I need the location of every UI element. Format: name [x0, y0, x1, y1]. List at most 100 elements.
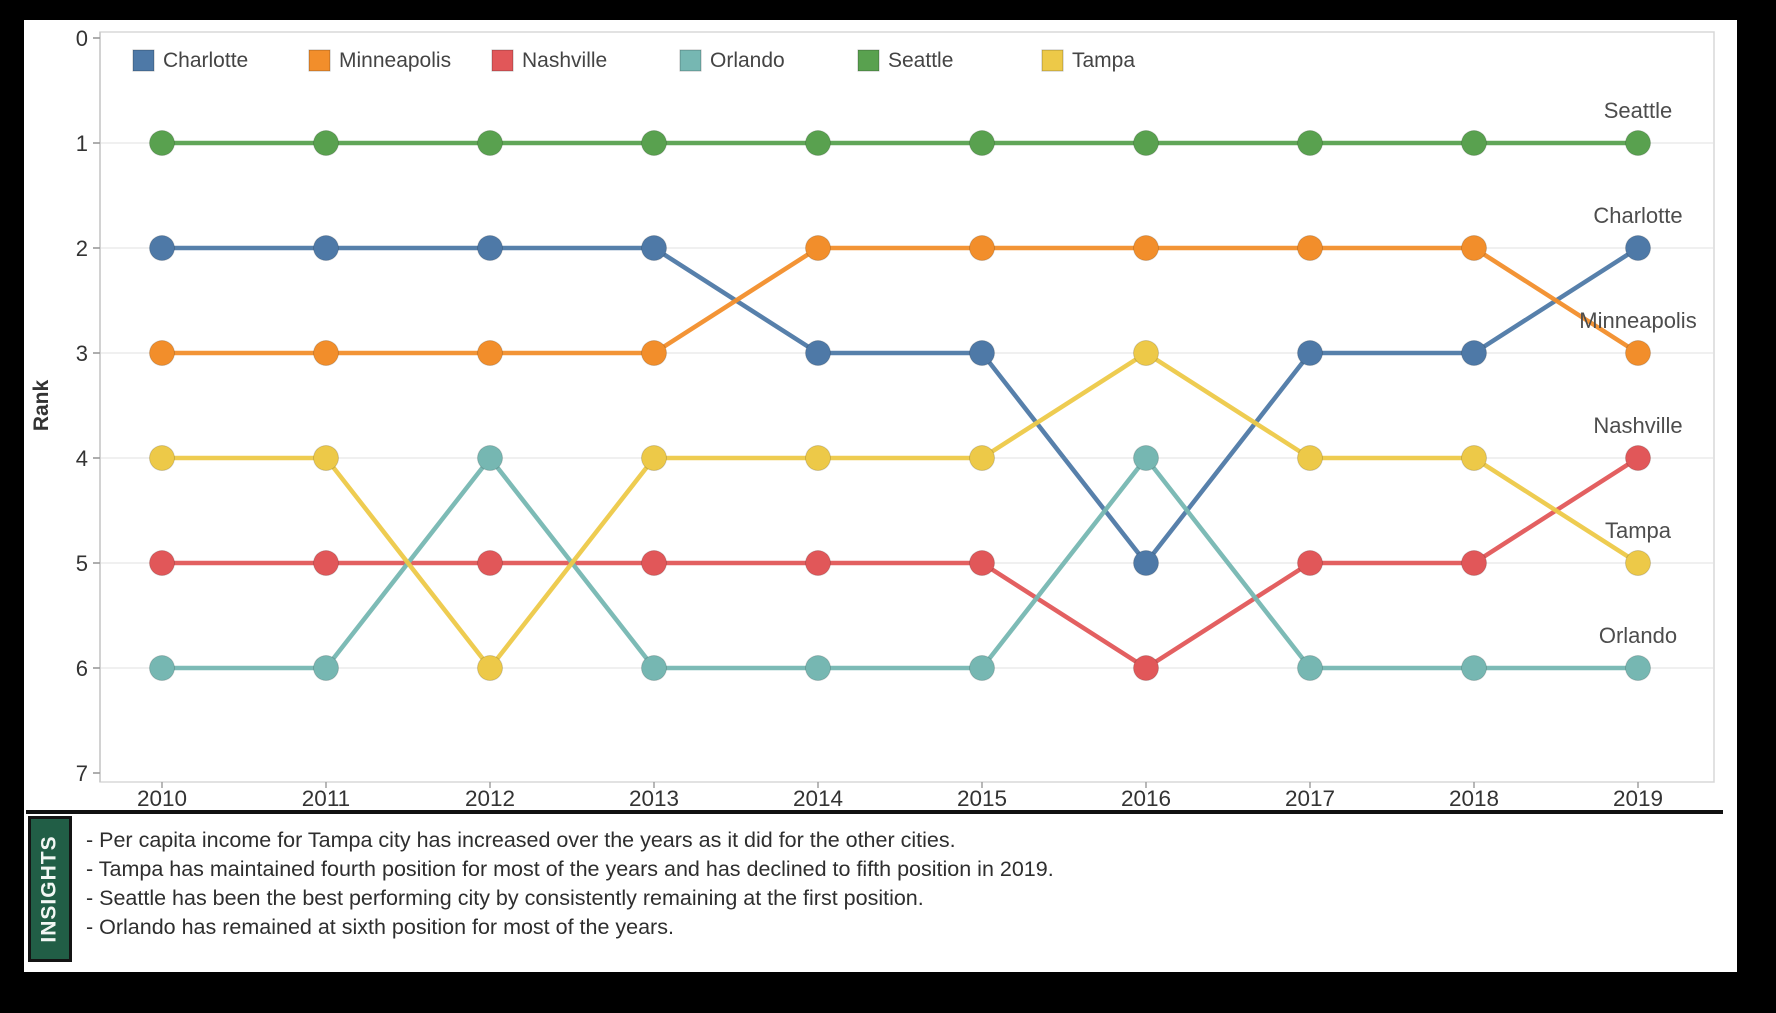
series-line-charlotte	[162, 245, 1640, 566]
data-point-seattle-2013[interactable]	[641, 130, 667, 156]
data-point-orlando-2012[interactable]	[477, 445, 503, 471]
data-point-nashville-2018[interactable]	[1461, 550, 1487, 576]
data-point-charlotte-2017[interactable]	[1297, 340, 1323, 366]
chart-panel: 0 1 2 3 4 5 6 7 2010 2011 2012 2013 2014 2015 2016 2017…	[24, 20, 1737, 972]
y-tick-label: 1	[76, 131, 88, 156]
data-point-nashville-2011[interactable]	[313, 550, 339, 576]
data-point-seattle-2012[interactable]	[477, 130, 503, 156]
data-point-charlotte-2012[interactable]	[477, 235, 503, 261]
x-tick-label: 2019	[1613, 786, 1663, 810]
data-point-nashville-2013[interactable]	[641, 550, 667, 576]
legend-swatch	[132, 49, 155, 72]
data-point-minneapolis-2018[interactable]	[1461, 235, 1487, 261]
data-point-orlando-2017[interactable]	[1297, 655, 1323, 681]
data-point-nashville-2019[interactable]	[1625, 445, 1651, 471]
legend-item-orlando[interactable]: Orlando	[679, 49, 785, 72]
data-point-charlotte-2019[interactable]	[1625, 235, 1651, 261]
data-point-tampa-2019[interactable]	[1625, 550, 1651, 576]
data-point-seattle-2011[interactable]	[313, 130, 339, 156]
data-point-orlando-2013[interactable]	[641, 655, 667, 681]
legend-label: Nashville	[522, 49, 607, 72]
legend-swatch	[857, 49, 880, 72]
data-point-charlotte-2013[interactable]	[641, 235, 667, 261]
x-tick-label: 2011	[302, 786, 350, 810]
legend-item-minneapolis[interactable]: Minneapolis	[308, 49, 451, 72]
legend-label: Tampa	[1072, 49, 1135, 72]
data-point-charlotte-2015[interactable]	[969, 340, 995, 366]
data-point-charlotte-2010[interactable]	[149, 235, 175, 261]
insights-label: INSIGHTS	[38, 835, 61, 943]
legend-item-seattle[interactable]: Seattle	[857, 49, 953, 72]
legend-label: Seattle	[888, 49, 953, 72]
x-tick-label: 2016	[1121, 786, 1171, 810]
data-point-seattle-2017[interactable]	[1297, 130, 1323, 156]
data-point-minneapolis-2011[interactable]	[313, 340, 339, 366]
data-point-tampa-2010[interactable]	[149, 445, 175, 471]
data-point-minneapolis-2015[interactable]	[969, 235, 995, 261]
data-point-tampa-2015[interactable]	[969, 445, 995, 471]
data-point-tampa-2018[interactable]	[1461, 445, 1487, 471]
y-tick-label: 3	[76, 341, 88, 366]
insight-line: - Per capita income for Tampa city has i…	[86, 828, 956, 852]
data-point-charlotte-2011[interactable]	[313, 235, 339, 261]
data-point-seattle-2018[interactable]	[1461, 130, 1487, 156]
data-point-minneapolis-2013[interactable]	[641, 340, 667, 366]
data-point-seattle-2019[interactable]	[1625, 130, 1651, 156]
data-point-tampa-2014[interactable]	[805, 445, 831, 471]
data-point-orlando-2015[interactable]	[969, 655, 995, 681]
data-point-tampa-2013[interactable]	[641, 445, 667, 471]
data-point-orlando-2016[interactable]	[1133, 445, 1159, 471]
data-point-nashville-2016[interactable]	[1133, 655, 1159, 681]
insight-line: - Seattle has been the best performing c…	[86, 886, 924, 910]
data-point-tampa-2012[interactable]	[477, 655, 503, 681]
data-point-charlotte-2018[interactable]	[1461, 340, 1487, 366]
data-point-orlando-2019[interactable]	[1625, 655, 1651, 681]
end-label-nashville: Nashville	[1593, 413, 1682, 438]
data-point-nashville-2017[interactable]	[1297, 550, 1323, 576]
insight-line: - Tampa has maintained fourth position f…	[86, 857, 1054, 881]
data-point-tampa-2017[interactable]	[1297, 445, 1323, 471]
data-point-seattle-2014[interactable]	[805, 130, 831, 156]
data-point-orlando-2014[interactable]	[805, 655, 831, 681]
data-point-minneapolis-2012[interactable]	[477, 340, 503, 366]
legend-swatch	[308, 49, 331, 72]
data-point-nashville-2014[interactable]	[805, 550, 831, 576]
data-point-seattle-2015[interactable]	[969, 130, 995, 156]
y-axis-title: Rank	[30, 380, 53, 432]
insights-section: INSIGHTS - Per capita income for Tampa c…	[24, 810, 1737, 972]
data-point-orlando-2011[interactable]	[313, 655, 339, 681]
data-point-minneapolis-2019[interactable]	[1625, 340, 1651, 366]
data-point-orlando-2018[interactable]	[1461, 655, 1487, 681]
end-label-charlotte: Charlotte	[1593, 203, 1682, 228]
legend-item-tampa[interactable]: Tampa	[1041, 49, 1135, 72]
y-tick-label: 6	[76, 656, 88, 681]
insights-label-box: INSIGHTS	[28, 816, 72, 962]
x-tick-label: 2013	[629, 786, 679, 810]
data-point-minneapolis-2014[interactable]	[805, 235, 831, 261]
y-tick-label: 2	[76, 236, 88, 261]
data-point-tampa-2011[interactable]	[313, 445, 339, 471]
data-point-minneapolis-2010[interactable]	[149, 340, 175, 366]
insight-line: - Orlando has remained at sixth position…	[86, 915, 674, 939]
data-point-minneapolis-2017[interactable]	[1297, 235, 1323, 261]
data-point-seattle-2010[interactable]	[149, 130, 175, 156]
data-point-nashville-2012[interactable]	[477, 550, 503, 576]
y-tick-label: 0	[76, 26, 88, 51]
data-point-orlando-2010[interactable]	[149, 655, 175, 681]
data-point-nashville-2010[interactable]	[149, 550, 175, 576]
series-line-tampa	[162, 350, 1640, 671]
legend-label: Minneapolis	[339, 49, 451, 72]
data-point-minneapolis-2016[interactable]	[1133, 235, 1159, 261]
insights-list: - Per capita income for Tampa city has i…	[72, 816, 1054, 962]
data-point-charlotte-2014[interactable]	[805, 340, 831, 366]
insights-divider	[26, 810, 1723, 814]
legend-item-charlotte[interactable]: Charlotte	[132, 49, 248, 72]
data-point-tampa-2016[interactable]	[1133, 340, 1159, 366]
x-tick-label: 2015	[957, 786, 1007, 810]
data-point-nashville-2015[interactable]	[969, 550, 995, 576]
x-tick-label: 2014	[793, 786, 843, 810]
data-point-seattle-2016[interactable]	[1133, 130, 1159, 156]
data-point-charlotte-2016[interactable]	[1133, 550, 1159, 576]
legend-item-nashville[interactable]: Nashville	[491, 49, 607, 72]
